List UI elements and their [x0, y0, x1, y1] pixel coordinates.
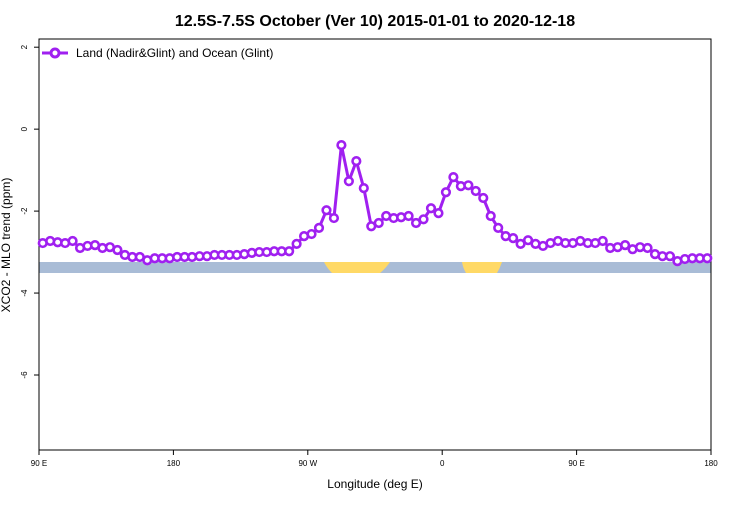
x-tick-label: 90 W [298, 459, 317, 468]
point [343, 176, 354, 187]
point [313, 222, 325, 234]
y-tick-label: 0 [20, 126, 29, 131]
x-axis-label: Longitude (deg E) [327, 477, 422, 491]
point [112, 244, 123, 256]
point [67, 235, 78, 247]
legend-label: Land (Nadir&Glint) and Ocean (Glint) [76, 46, 273, 60]
point [291, 238, 302, 249]
point [470, 185, 481, 197]
legend: Land (Nadir&Glint) and Ocean (Glint) [42, 46, 273, 60]
point [403, 210, 414, 222]
point [425, 203, 437, 214]
point [410, 217, 422, 229]
point [440, 187, 452, 198]
point [620, 240, 631, 251]
point [433, 208, 444, 219]
point [306, 228, 317, 240]
x-tick-label: 180 [167, 459, 181, 468]
y-tick-label: -2 [20, 207, 29, 215]
point [478, 192, 489, 204]
point [702, 253, 713, 264]
point [418, 214, 429, 225]
chart-title: 12.5S-7.5S October (Ver 10) 2015-01-01 t… [175, 13, 575, 30]
point [664, 251, 676, 262]
point [358, 183, 369, 194]
land-ocean-band [39, 262, 711, 273]
x-tick-label: 90 E [568, 459, 584, 468]
legend-marker [49, 47, 61, 59]
land-patch [462, 262, 502, 273]
point [373, 217, 384, 229]
point [463, 180, 474, 191]
x-tick-label: 0 [440, 459, 445, 468]
point [642, 242, 653, 254]
y-axis-label: XCO2 - MLO trend (ppm) [0, 178, 13, 313]
y-tick-label: -4 [20, 289, 29, 297]
point [493, 222, 504, 234]
point [448, 171, 459, 183]
point [284, 246, 295, 257]
point [336, 140, 347, 151]
land-patch [324, 262, 390, 273]
point [522, 235, 534, 246]
point [485, 210, 496, 222]
point [351, 156, 362, 167]
point [508, 233, 519, 244]
x-tick-label: 90 E [31, 459, 47, 468]
x-tick-label: 180 [704, 459, 718, 468]
y-tick-label: -6 [20, 371, 29, 379]
point [321, 205, 332, 216]
point [515, 238, 526, 249]
y-tick-label: 2 [20, 44, 29, 49]
point [597, 235, 608, 247]
point [328, 212, 340, 224]
